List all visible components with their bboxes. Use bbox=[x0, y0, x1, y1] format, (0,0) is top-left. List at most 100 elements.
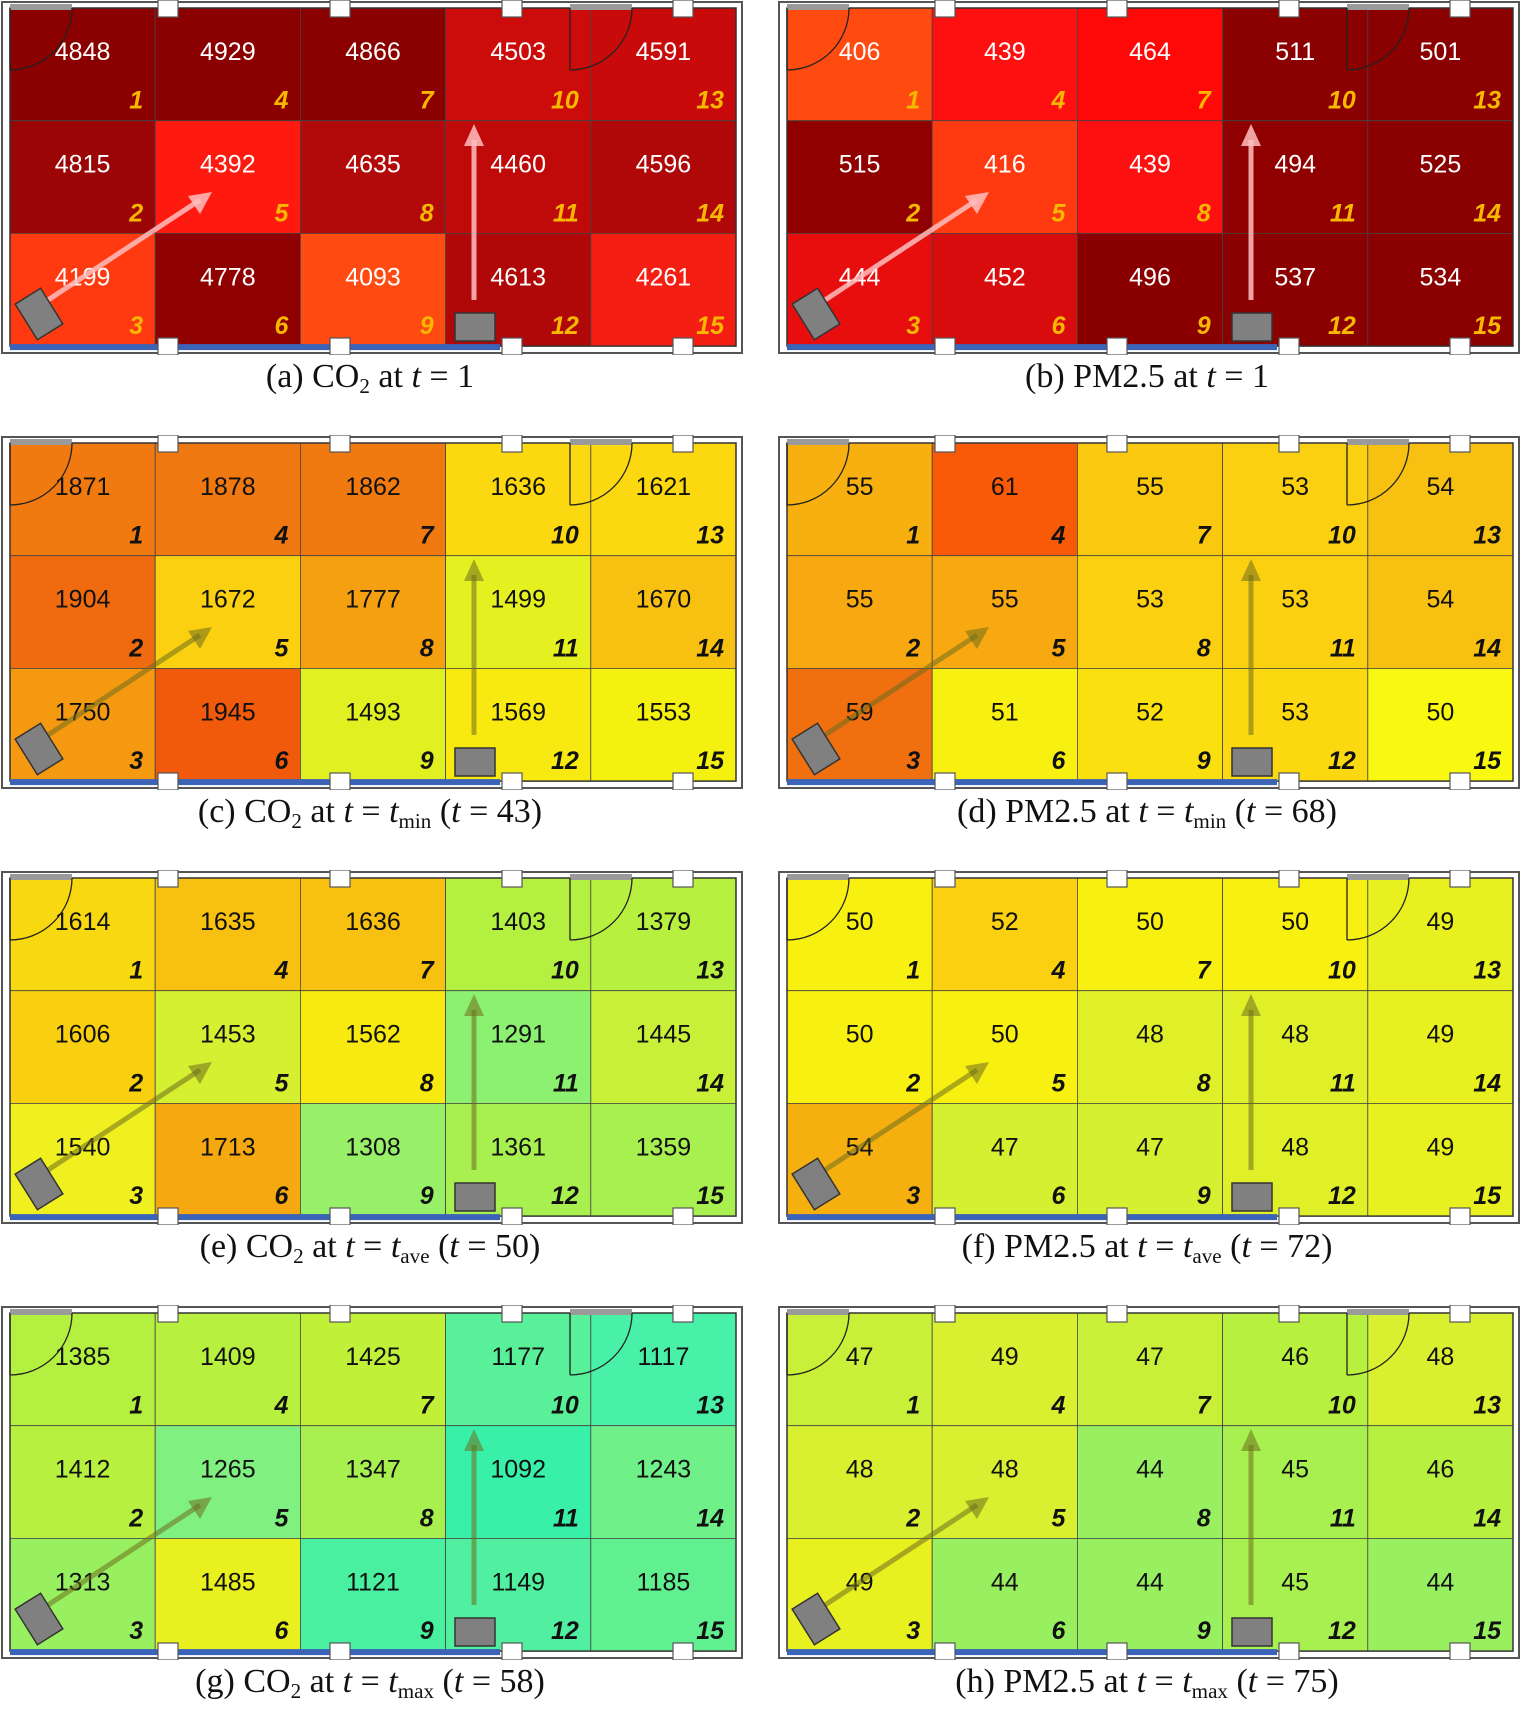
zone-number: 3 bbox=[129, 1617, 143, 1645]
wall-sensor bbox=[1449, 435, 1471, 453]
door-swing-1 bbox=[9, 7, 73, 71]
zone-number: 9 bbox=[420, 312, 434, 340]
zone-number: 10 bbox=[551, 1392, 579, 1420]
zone-number: 7 bbox=[1197, 957, 1212, 985]
panel-c: 1871119042175031878416725194561862717778… bbox=[0, 435, 743, 833]
zone-number: 7 bbox=[420, 1392, 435, 1420]
zone-number: 5 bbox=[1051, 1069, 1066, 1097]
zone-number: 6 bbox=[274, 1182, 289, 1210]
zone-cell-2 bbox=[786, 1425, 933, 1539]
airflow-arrow-diagonal bbox=[46, 197, 202, 303]
zone-cell-10 bbox=[445, 877, 592, 992]
air-purifier-device bbox=[14, 722, 64, 776]
zone-value: 1713 bbox=[200, 1133, 256, 1161]
airflow-arrow-diagonal bbox=[46, 1067, 202, 1173]
panel-caption: (b) PM2.5 at t = 1 bbox=[1025, 358, 1269, 395]
zone-value: 1553 bbox=[636, 698, 692, 726]
zone-number: 1 bbox=[906, 1392, 920, 1420]
window-strip bbox=[10, 344, 500, 351]
zone-value: 1878 bbox=[200, 473, 256, 501]
zone-value: 1185 bbox=[637, 1568, 691, 1596]
zone-value: 50 bbox=[991, 1021, 1019, 1049]
zone-number: 7 bbox=[420, 522, 435, 550]
zone-value: 4591 bbox=[636, 38, 692, 66]
airflow-arrow-diagonal bbox=[823, 197, 979, 303]
zone-number: 9 bbox=[1197, 312, 1211, 340]
wall-sensor bbox=[1106, 870, 1128, 888]
window-strip bbox=[787, 1649, 1277, 1656]
panel-caption: (c) CO2 at t = tmin (t = 43) bbox=[197, 793, 543, 833]
air-purifier-device bbox=[1231, 1182, 1273, 1212]
zone-number: 11 bbox=[553, 1504, 579, 1532]
zone-value: 55 bbox=[1136, 473, 1164, 501]
zone-value: 52 bbox=[1136, 698, 1164, 726]
zone-number: 10 bbox=[1328, 87, 1356, 115]
zone-value: 44 bbox=[1426, 1568, 1454, 1596]
zone-number: 14 bbox=[696, 1504, 724, 1532]
wall-sensor bbox=[501, 1305, 523, 1323]
zone-number: 12 bbox=[1328, 1182, 1356, 1210]
zone-cell-14 bbox=[590, 990, 737, 1104]
zone-value: 525 bbox=[1420, 151, 1462, 179]
zone-cell-15 bbox=[1367, 232, 1514, 347]
wall-sensor bbox=[1278, 0, 1300, 18]
zone-value: 439 bbox=[984, 38, 1026, 66]
zone-value: 1493 bbox=[345, 698, 401, 726]
zone-number: 10 bbox=[551, 87, 579, 115]
zone-value: 1308 bbox=[345, 1133, 401, 1161]
zone-value: 45 bbox=[1281, 1456, 1309, 1484]
zone-value: 4866 bbox=[345, 38, 401, 66]
zone-number: 9 bbox=[1197, 747, 1211, 775]
zone-number: 7 bbox=[1197, 87, 1212, 115]
door-swing-1 bbox=[786, 7, 850, 71]
air-purifier-device bbox=[454, 312, 496, 342]
wall-sensor bbox=[1106, 1642, 1128, 1660]
zone-cell-6 bbox=[154, 232, 301, 347]
window-strip bbox=[787, 344, 1277, 351]
zone-value: 1945 bbox=[200, 698, 256, 726]
zone-cell-6 bbox=[931, 667, 1078, 782]
zone-number: 6 bbox=[274, 312, 289, 340]
zone-value: 1412 bbox=[55, 1456, 111, 1484]
zone-number: 6 bbox=[274, 747, 289, 775]
wall-sensor bbox=[1449, 337, 1471, 355]
panel-b: 4061515244434394416545264647439849695111… bbox=[777, 0, 1520, 395]
zone-value: 47 bbox=[1136, 1133, 1164, 1161]
wall-sensor bbox=[934, 337, 956, 355]
zone-number: 3 bbox=[906, 1617, 920, 1645]
wall-sensor bbox=[1278, 870, 1300, 888]
window-strip bbox=[10, 779, 500, 786]
air-purifier-device bbox=[1231, 747, 1273, 777]
zone-number: 13 bbox=[1473, 1392, 1501, 1420]
zone-cell-10 bbox=[1222, 442, 1369, 557]
zone-number: 4 bbox=[1050, 1392, 1065, 1420]
panel-caption: (a) CO2 at t = 1 bbox=[265, 358, 475, 398]
zone-value: 1636 bbox=[490, 473, 546, 501]
door-swing-1 bbox=[786, 1312, 850, 1376]
zone-value: 1636 bbox=[345, 908, 401, 936]
zone-number: 12 bbox=[551, 312, 579, 340]
panel-e: 1614116062154031635414535171361636715628… bbox=[0, 870, 743, 1268]
zone-cell-14 bbox=[590, 555, 737, 669]
zone-cell-2 bbox=[9, 120, 156, 234]
zone-cell-8 bbox=[1076, 990, 1223, 1104]
zone-value: 4093 bbox=[345, 263, 401, 291]
zone-value: 55 bbox=[991, 586, 1019, 614]
door-swing-2 bbox=[1346, 877, 1410, 941]
zone-cell-4 bbox=[931, 7, 1078, 122]
zone-cell-2 bbox=[786, 555, 933, 669]
zone-cell-9 bbox=[299, 232, 446, 347]
air-purifier-device bbox=[791, 1592, 841, 1646]
zone-number: 3 bbox=[129, 1182, 143, 1210]
zone-value: 1635 bbox=[200, 908, 256, 936]
zone-value: 4635 bbox=[345, 151, 401, 179]
zone-cell-9 bbox=[299, 667, 446, 782]
zone-cell-8 bbox=[1076, 555, 1223, 669]
zone-number: 15 bbox=[1473, 1617, 1502, 1645]
zone-cell-1 bbox=[786, 877, 933, 992]
zone-value: 406 bbox=[839, 38, 881, 66]
wall-sensor bbox=[672, 435, 694, 453]
zone-value: 515 bbox=[839, 151, 881, 179]
zone-value: 53 bbox=[1281, 473, 1309, 501]
zone-cell-13 bbox=[590, 442, 737, 557]
